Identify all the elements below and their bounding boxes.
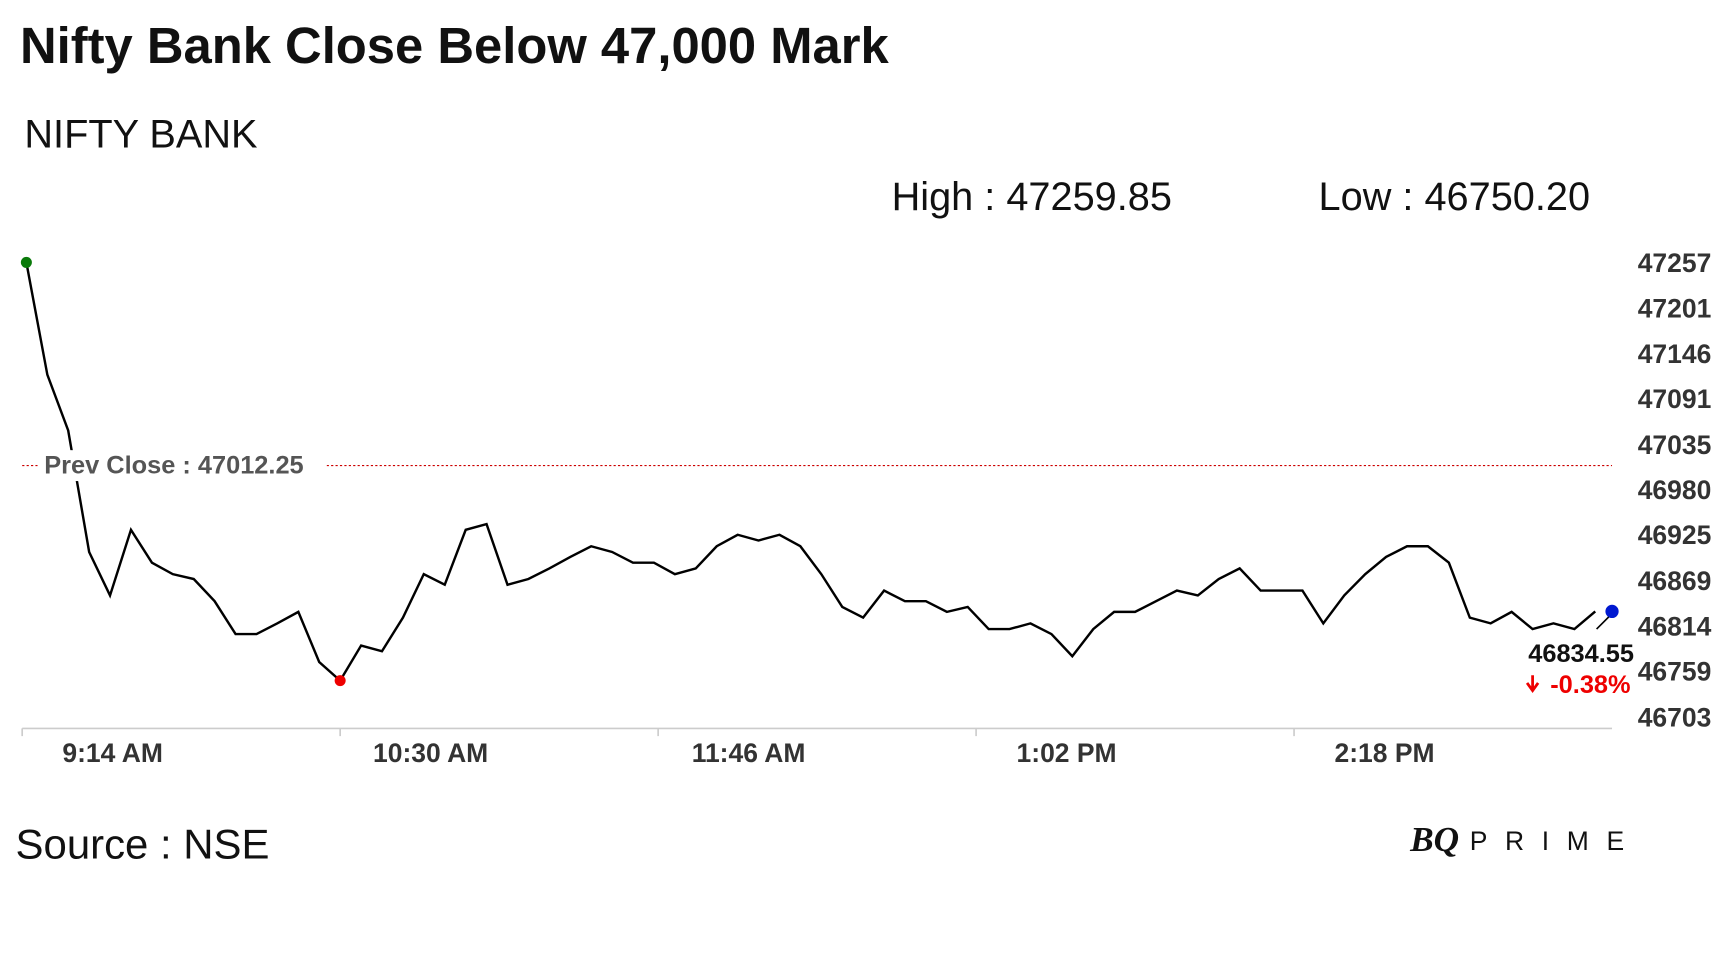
logo-mark: BQ: [1409, 820, 1459, 859]
y-tick-label: 46925: [1638, 520, 1712, 550]
y-tick-label: 46759: [1638, 656, 1712, 686]
low-stat: Low : 46750.20: [1319, 175, 1591, 219]
y-tick-label: 47035: [1638, 430, 1712, 460]
x-tick-label: 2:18 PM: [1335, 738, 1435, 768]
high-marker: [20, 256, 32, 268]
price-line: [25, 262, 1597, 683]
chart-subtitle: NIFTY BANK: [24, 112, 258, 156]
y-tick-label: 47091: [1638, 384, 1712, 414]
x-tick-label: 10:30 AM: [373, 738, 488, 768]
y-tick-label: 47146: [1638, 339, 1712, 369]
low-marker: [334, 675, 346, 687]
x-tick-label: 11:46 AM: [692, 738, 806, 768]
change-label: -0.38%: [1550, 671, 1630, 699]
y-tick-label: 47257: [1638, 248, 1712, 278]
last-marker: [1605, 604, 1619, 619]
x-tick-label: 1:02 PM: [1017, 738, 1117, 768]
x-tick-label: 9:14 AM: [62, 738, 163, 768]
y-tick-label: 46869: [1638, 566, 1712, 596]
prev-close-bg: [37, 450, 327, 482]
y-tick-label: 46703: [1638, 702, 1712, 732]
y-tick-label: 46980: [1638, 475, 1712, 505]
last-value: 46834.55: [1528, 640, 1634, 668]
y-tick-label: 46814: [1638, 611, 1712, 641]
source: Source : NSE: [16, 820, 270, 867]
high-stat: High : 47259.85: [892, 175, 1172, 219]
change-arrow: [1525, 675, 1540, 694]
prev-close-label: Prev Close : 47012.25: [44, 451, 303, 479]
chart-title: Nifty Bank Close Below 47,000 Mark: [20, 17, 889, 74]
y-tick-label: 47201: [1638, 294, 1712, 324]
logo-text: PRIME: [1470, 826, 1642, 856]
last-connector: [1596, 616, 1610, 630]
